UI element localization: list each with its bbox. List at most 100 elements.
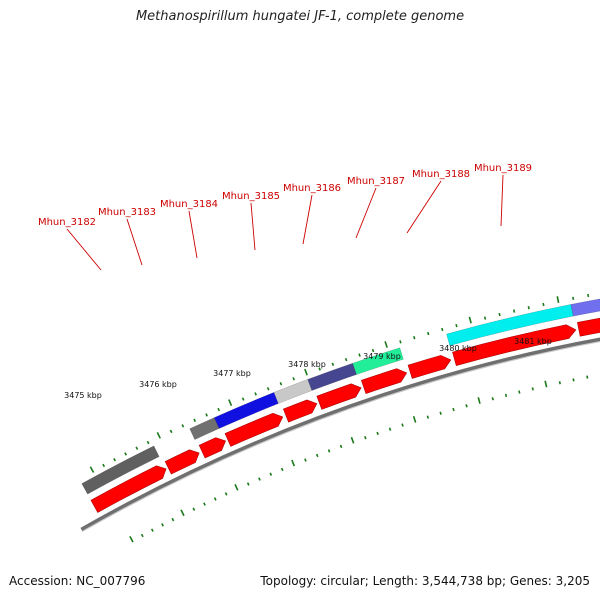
cds-arrow xyxy=(577,317,600,337)
ruler-tick xyxy=(181,424,185,428)
ruler-kbp-label: 3476 kbp xyxy=(139,380,177,389)
ruler-tick xyxy=(518,390,521,394)
cds-arrow xyxy=(407,355,452,379)
cds-arrow xyxy=(452,324,577,366)
ruler-tick xyxy=(358,353,361,357)
ruler-tick xyxy=(587,293,590,298)
ruler-tick xyxy=(327,449,331,453)
ruler-tick xyxy=(113,457,116,462)
ruler-tick xyxy=(150,528,154,532)
ruler-tick xyxy=(169,429,173,434)
ruler-tick xyxy=(291,459,296,467)
map-title: Methanospirillum hungatei JF-1, complete… xyxy=(135,9,465,24)
ruler-tick xyxy=(439,411,442,415)
ruler-tick xyxy=(180,509,185,517)
ruler-tick xyxy=(572,378,575,382)
ruler-tick xyxy=(556,296,560,303)
ruler-tick xyxy=(455,323,458,328)
functional-block xyxy=(570,298,600,317)
ruler-tick xyxy=(364,435,367,440)
tick-layer xyxy=(89,293,600,543)
ruler-tick xyxy=(234,483,239,491)
ruler-tick xyxy=(269,472,273,476)
cds-layer xyxy=(90,317,600,513)
ruler-tick xyxy=(315,453,319,458)
ruler-tick xyxy=(468,316,472,324)
ruler-tick xyxy=(427,331,430,336)
cds-arrow xyxy=(164,449,200,475)
ruler-tick xyxy=(477,397,481,404)
ruler-tick xyxy=(399,340,402,344)
ruler-tick xyxy=(412,415,417,423)
gene-label: Mhun_3185 xyxy=(222,191,280,202)
gene-leader-line xyxy=(188,210,198,259)
gene-label: Mhun_3184 xyxy=(160,199,218,210)
ruler-tick xyxy=(331,362,335,366)
ruler-tick xyxy=(266,387,270,391)
ruler-tick xyxy=(339,444,343,449)
functional-block xyxy=(307,362,357,391)
gene-label: Mhun_3183 xyxy=(98,207,156,218)
gene-leader-line xyxy=(500,174,504,227)
backbone-layer xyxy=(80,337,600,532)
functional-block xyxy=(81,445,160,495)
gene-leader-line xyxy=(355,187,377,239)
genome-backbone xyxy=(82,341,600,532)
ruler-tick xyxy=(193,418,197,423)
ruler-tick xyxy=(558,381,561,385)
gene-leader-line xyxy=(66,228,102,271)
ruler-tick xyxy=(135,446,139,450)
ruler-tick xyxy=(246,482,250,486)
ruler-tick xyxy=(254,392,257,396)
ruler-tick xyxy=(465,404,468,408)
ruler-tick xyxy=(498,312,501,317)
accession-text: Accession: NC_007796 xyxy=(9,574,146,588)
gene-label: Mhun_3187 xyxy=(347,176,405,187)
ruler-tick xyxy=(241,397,245,401)
genome-summary-text: Topology: circular; Length: 3,544,738 bp… xyxy=(260,574,590,588)
cds-arrow xyxy=(316,383,362,410)
ruler-tick xyxy=(371,348,375,353)
gene-label: Mhun_3188 xyxy=(412,169,470,180)
functional-block xyxy=(352,347,404,375)
ruler-tick xyxy=(146,440,150,445)
ruler-tick xyxy=(401,423,404,427)
cds-arrow xyxy=(198,437,226,459)
ruler-tick xyxy=(102,463,106,468)
ruler-tick xyxy=(192,507,196,511)
ruler-tick xyxy=(413,335,416,340)
ruler-tick xyxy=(213,497,217,501)
ruler-tick xyxy=(318,367,321,371)
ruler-tick xyxy=(572,296,575,300)
ruler-tick xyxy=(426,415,430,419)
ruler-tick xyxy=(124,452,128,456)
cds-arrow xyxy=(282,399,318,423)
ruler-tick xyxy=(304,368,308,376)
ruler-tick xyxy=(512,309,516,313)
ruler-tick xyxy=(129,535,134,543)
gene-leader-line xyxy=(302,194,313,245)
ruler-tick xyxy=(504,393,508,397)
gene-leader-line xyxy=(126,218,143,266)
ruler-tick xyxy=(527,306,530,310)
ruler-kbp-label: 3478 kbp xyxy=(288,360,326,369)
ruler-kbp-label: 3479 kbp xyxy=(363,352,401,361)
gene-label: Mhun_3182 xyxy=(38,217,96,228)
ruler-tick xyxy=(203,502,206,506)
ruler-tick xyxy=(441,327,444,332)
ruler-tick xyxy=(350,436,355,444)
ruler-tick xyxy=(89,466,95,473)
ruler-tick xyxy=(452,407,455,412)
ruler-kbp-label: 3477 kbp xyxy=(213,369,251,378)
ruler-tick xyxy=(483,316,487,320)
ruler-tick xyxy=(279,382,283,386)
ruler-tick xyxy=(376,431,379,436)
ruler-tick xyxy=(292,377,295,381)
ruler-tick xyxy=(161,523,164,527)
ruler-tick xyxy=(217,407,221,412)
ruler-tick xyxy=(156,432,161,439)
genome-backbone xyxy=(80,337,600,532)
ruler-tick xyxy=(344,357,348,362)
